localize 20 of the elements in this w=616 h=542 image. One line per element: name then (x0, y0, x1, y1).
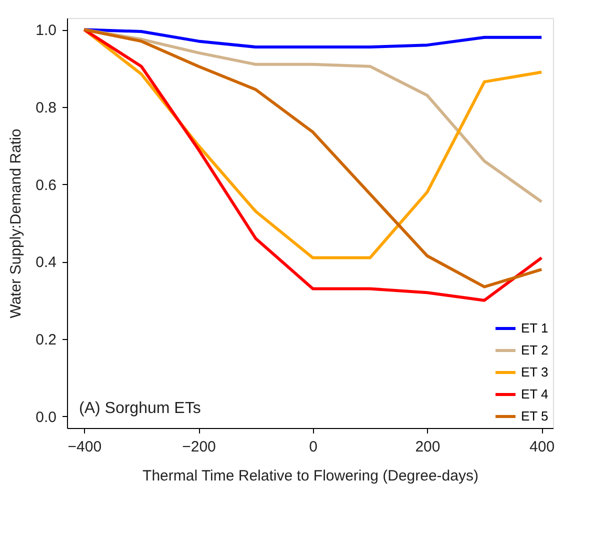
y-tick-label: 1.0 (36, 22, 56, 40)
x-tick-label: −400 (68, 438, 102, 456)
x-axis-title: Thermal Time Relative to Flowering (Degree-days) (142, 468, 478, 484)
x-tick-label: 0 (309, 438, 318, 456)
y-tick-label: 0.0 (36, 408, 56, 426)
legend-label: ET 1 (521, 320, 548, 336)
x-tick-label: −200 (182, 438, 216, 456)
y-axis-title: Water Supply:Demand Ratio (8, 128, 25, 318)
annotation: (A) Sorghum ETs (79, 400, 201, 417)
legend-label: ET 3 (521, 364, 548, 380)
y-tick-label: 0.4 (36, 254, 56, 272)
legend-label: ET 2 (521, 342, 548, 358)
line-series (82, 28, 544, 49)
legend-label: ET 5 (521, 408, 548, 424)
x-tick-label: 200 (415, 438, 440, 456)
y-tick-label: 0.8 (36, 99, 56, 116)
y-tick-label: 0.6 (36, 176, 56, 194)
x-tick-label: 400 (530, 438, 555, 456)
y-tick-label: 0.2 (36, 332, 56, 349)
legend-label: ET 4 (521, 386, 548, 402)
